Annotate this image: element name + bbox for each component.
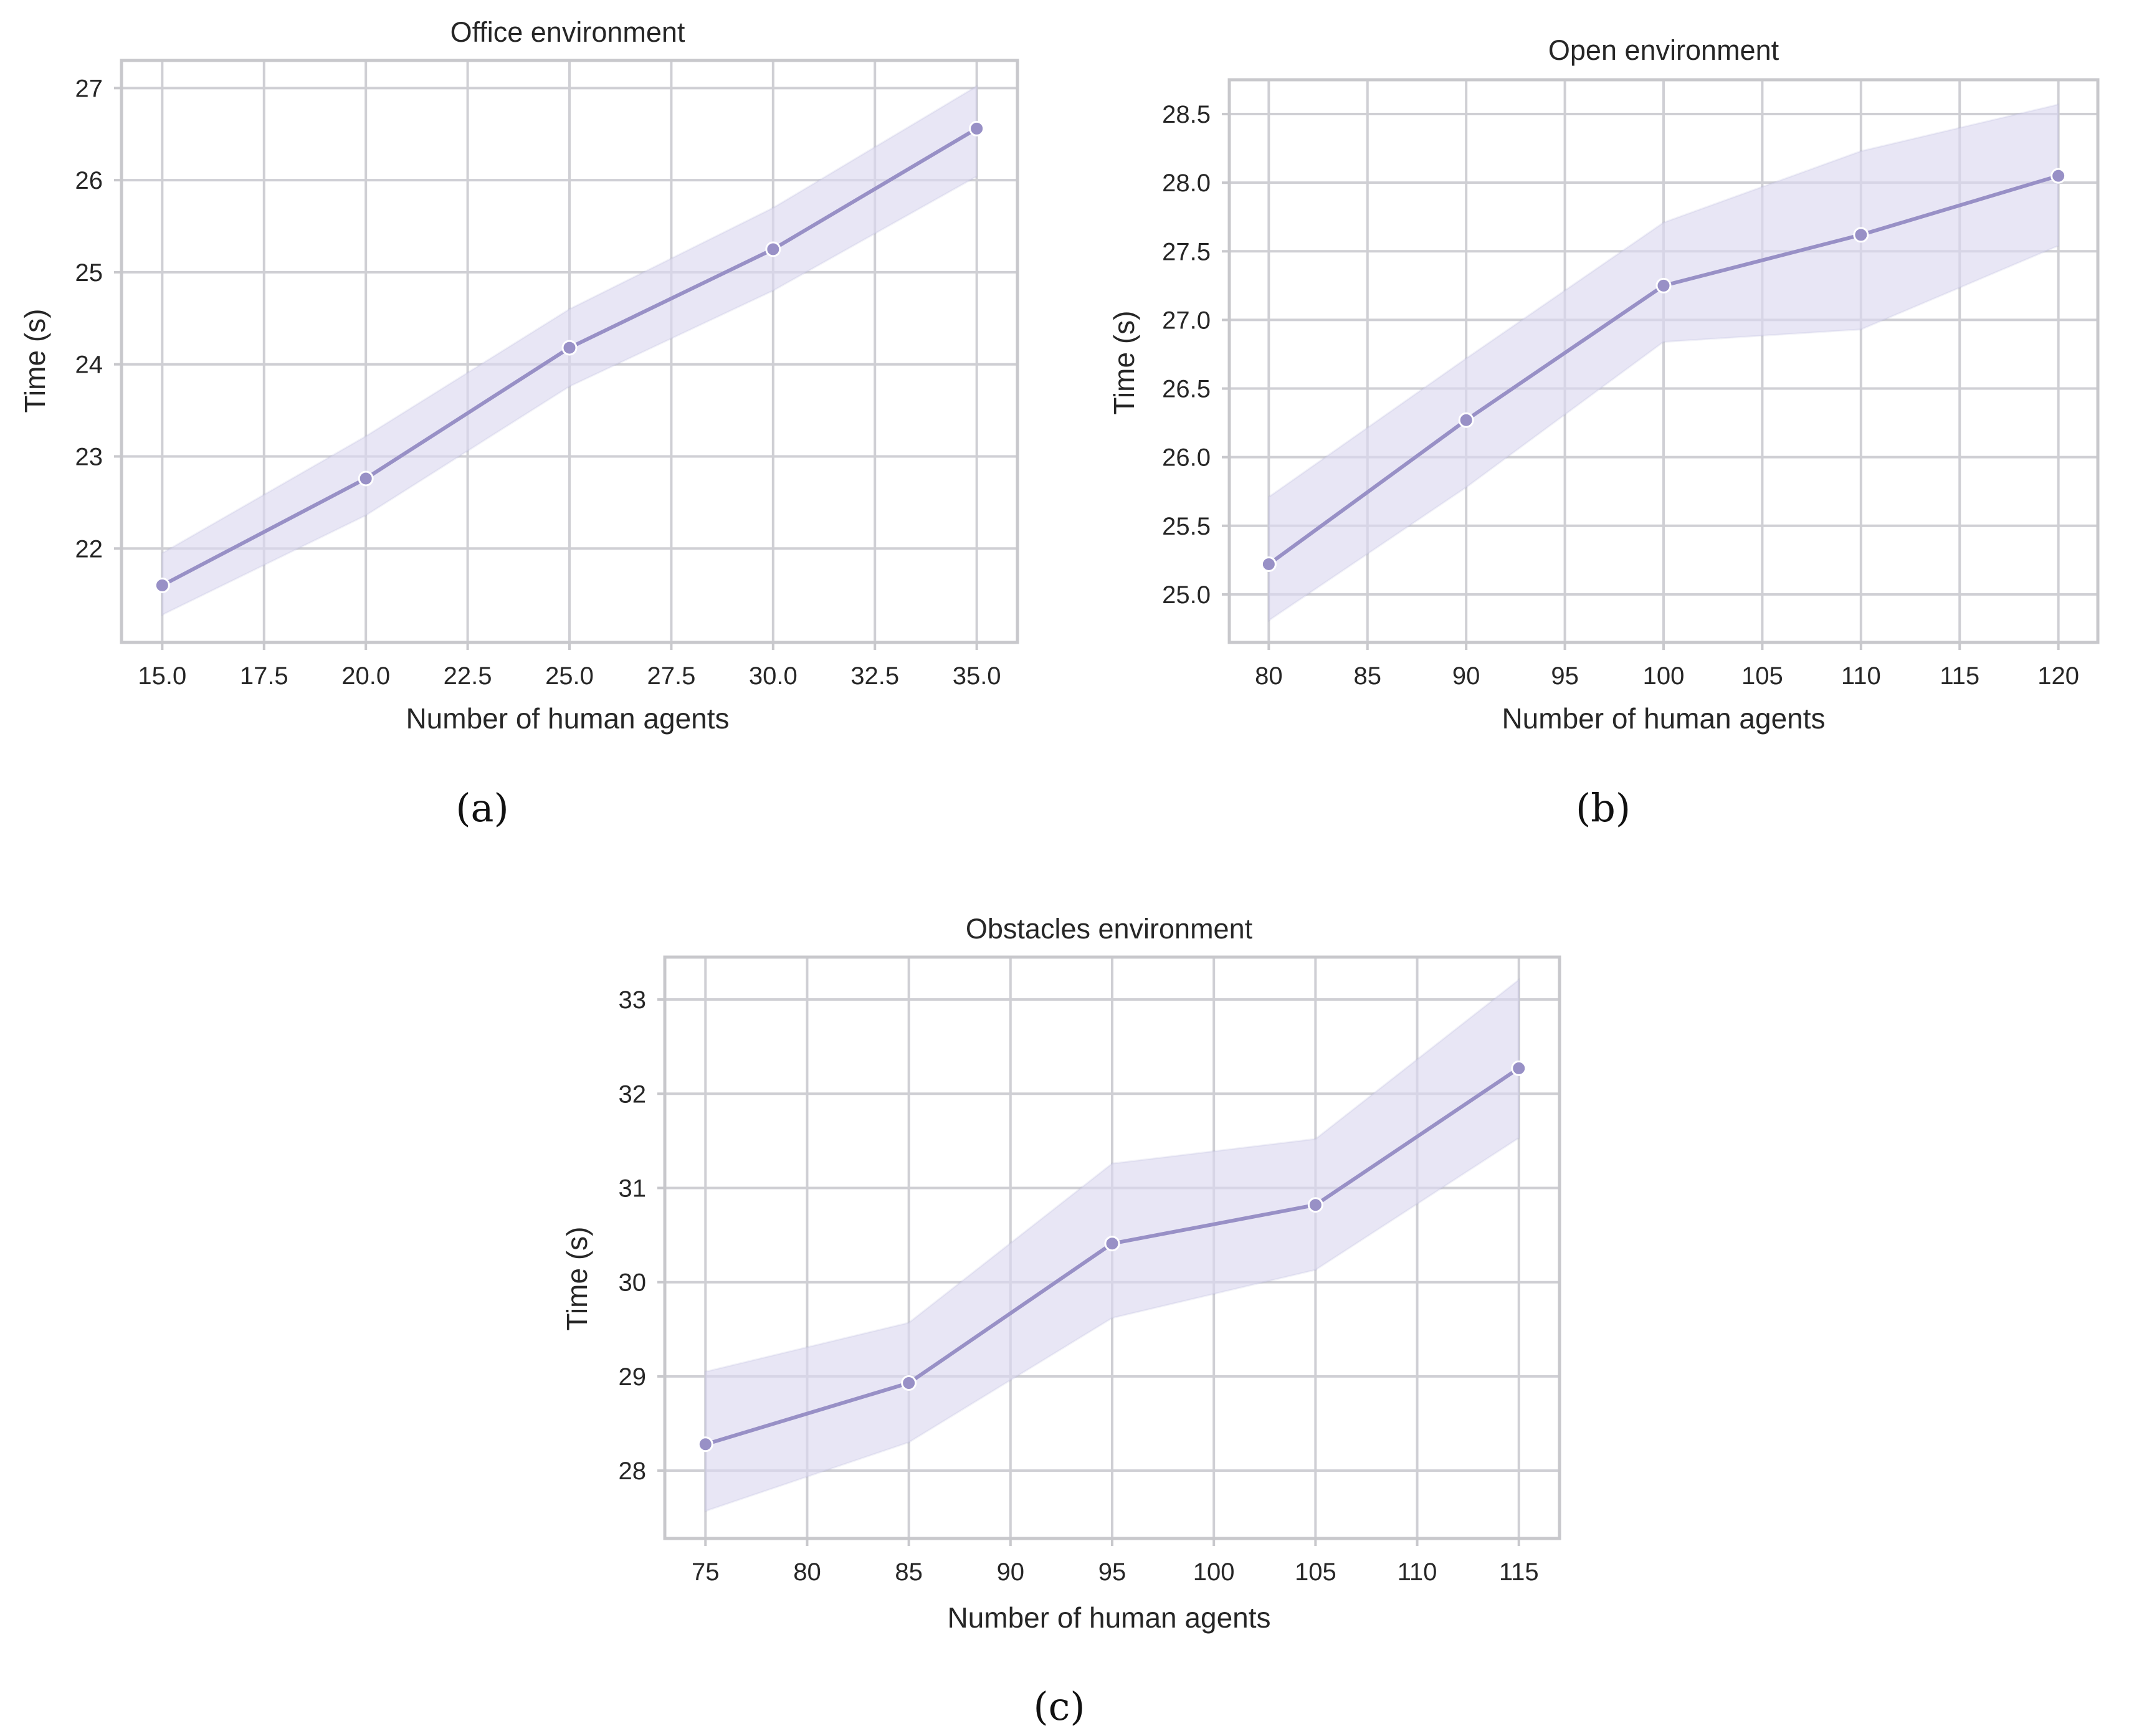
y-tick-label: 24 <box>75 351 103 379</box>
y-tick-label: 25.0 <box>1162 581 1211 609</box>
data-point <box>1853 227 1869 243</box>
data-point <box>765 241 781 257</box>
y-tick-label: 22 <box>75 535 103 563</box>
y-tick-label: 27 <box>75 75 103 102</box>
y-tick-label: 26.0 <box>1162 444 1211 472</box>
x-tick-label: 17.5 <box>240 662 288 690</box>
x-tick-label: 85 <box>895 1558 923 1586</box>
x-tick-label: 95 <box>1098 1558 1126 1586</box>
data-point <box>561 340 578 356</box>
data-point <box>2050 168 2067 184</box>
x-tick-label: 105 <box>1741 662 1783 690</box>
data-point <box>1458 412 1474 428</box>
data-point <box>1307 1197 1323 1213</box>
plot-area: 15.0 17.5 20.0 22.5 25.0 27.5 30.0 32.5 35.0 22 23… <box>75 59 1019 690</box>
x-tick-label: 30.0 <box>749 662 798 690</box>
y-tick-label: 29 <box>619 1363 647 1391</box>
y-axis-label: Time (s) <box>561 1227 593 1331</box>
chart-obstacles-environment: Obstacles environment Number of human ag… <box>561 913 1561 1729</box>
y-axis-label: Time (s) <box>1108 311 1140 415</box>
y-tick-label: 28 <box>619 1457 647 1485</box>
x-tick-label: 27.5 <box>647 662 695 690</box>
x-tick-label: 85 <box>1354 662 1382 690</box>
x-tick-label: 110 <box>1398 1558 1437 1586</box>
x-tick-label: 110 <box>1841 662 1881 690</box>
x-tick-label: 35.0 <box>953 662 1001 690</box>
x-tick-label: 115 <box>1940 662 1979 690</box>
data-point <box>969 120 985 136</box>
y-tick-label: 32 <box>619 1080 647 1108</box>
x-axis-label: Number of human agents <box>406 702 729 735</box>
x-axis-label: Number of human agents <box>947 1601 1270 1634</box>
x-tick-label: 80 <box>1255 662 1283 690</box>
x-tick-label: 100 <box>1643 662 1685 690</box>
data-point <box>1511 1060 1527 1076</box>
y-tick-label: 30 <box>619 1269 647 1297</box>
x-tick-label: 120 <box>2037 662 2079 690</box>
y-tick-label: 27.0 <box>1162 307 1211 334</box>
data-point <box>358 470 374 487</box>
y-tick-label: 27.5 <box>1162 238 1211 265</box>
panel-label-b: (b) <box>1576 785 1631 831</box>
data-point <box>697 1436 713 1452</box>
panel-label-a: (a) <box>455 785 508 831</box>
plot-area: 75 80 85 90 95 100 105 110 115 28 29 30 31 32 33 <box>619 955 1561 1586</box>
data-point <box>1260 556 1277 572</box>
x-tick-label: 25.0 <box>545 662 594 690</box>
x-tick-label: 15.0 <box>138 662 186 690</box>
data-point <box>154 577 170 593</box>
chart-title: Open environment <box>1548 34 1779 66</box>
x-tick-label: 90 <box>997 1558 1025 1586</box>
x-tick-label: 80 <box>793 1558 821 1586</box>
x-tick-label: 22.5 <box>444 662 492 690</box>
data-point <box>1104 1236 1120 1252</box>
y-tick-label: 33 <box>619 986 647 1014</box>
chart-title: Office environment <box>450 16 685 48</box>
y-tick-label: 31 <box>619 1175 647 1202</box>
y-tick-label: 26.5 <box>1162 376 1211 403</box>
x-tick-label: 115 <box>1499 1558 1539 1586</box>
y-tick-label: 25 <box>75 259 103 287</box>
x-tick-label: 100 <box>1193 1558 1235 1586</box>
panel-label-c: (c) <box>1033 1684 1085 1729</box>
y-tick-label: 25.5 <box>1162 513 1211 540</box>
plot-area: 80 85 90 95 100 105 110 115 120 25.0 25.5 26.0 26.5 2… <box>1162 78 2100 690</box>
y-tick-label: 28.0 <box>1162 169 1211 197</box>
x-tick-label: 105 <box>1295 1558 1336 1586</box>
data-point <box>1655 277 1672 293</box>
x-tick-label: 32.5 <box>850 662 899 690</box>
y-axis-label: Time (s) <box>19 309 51 413</box>
x-tick-label: 20.0 <box>341 662 390 690</box>
x-tick-label: 75 <box>692 1558 720 1586</box>
y-tick-label: 28.5 <box>1162 101 1211 128</box>
chart-office-environment: Office environment Number of human agent… <box>19 16 1019 831</box>
x-axis-label: Number of human agents <box>1502 702 1825 735</box>
y-tick-label: 26 <box>75 167 103 194</box>
x-tick-label: 90 <box>1452 662 1480 690</box>
x-tick-label: 95 <box>1551 662 1579 690</box>
y-tick-label: 23 <box>75 443 103 470</box>
chart-open-environment: Open environment Number of human agents … <box>1108 34 2100 831</box>
data-point <box>901 1375 917 1391</box>
chart-title: Obstacles environment <box>966 913 1253 945</box>
